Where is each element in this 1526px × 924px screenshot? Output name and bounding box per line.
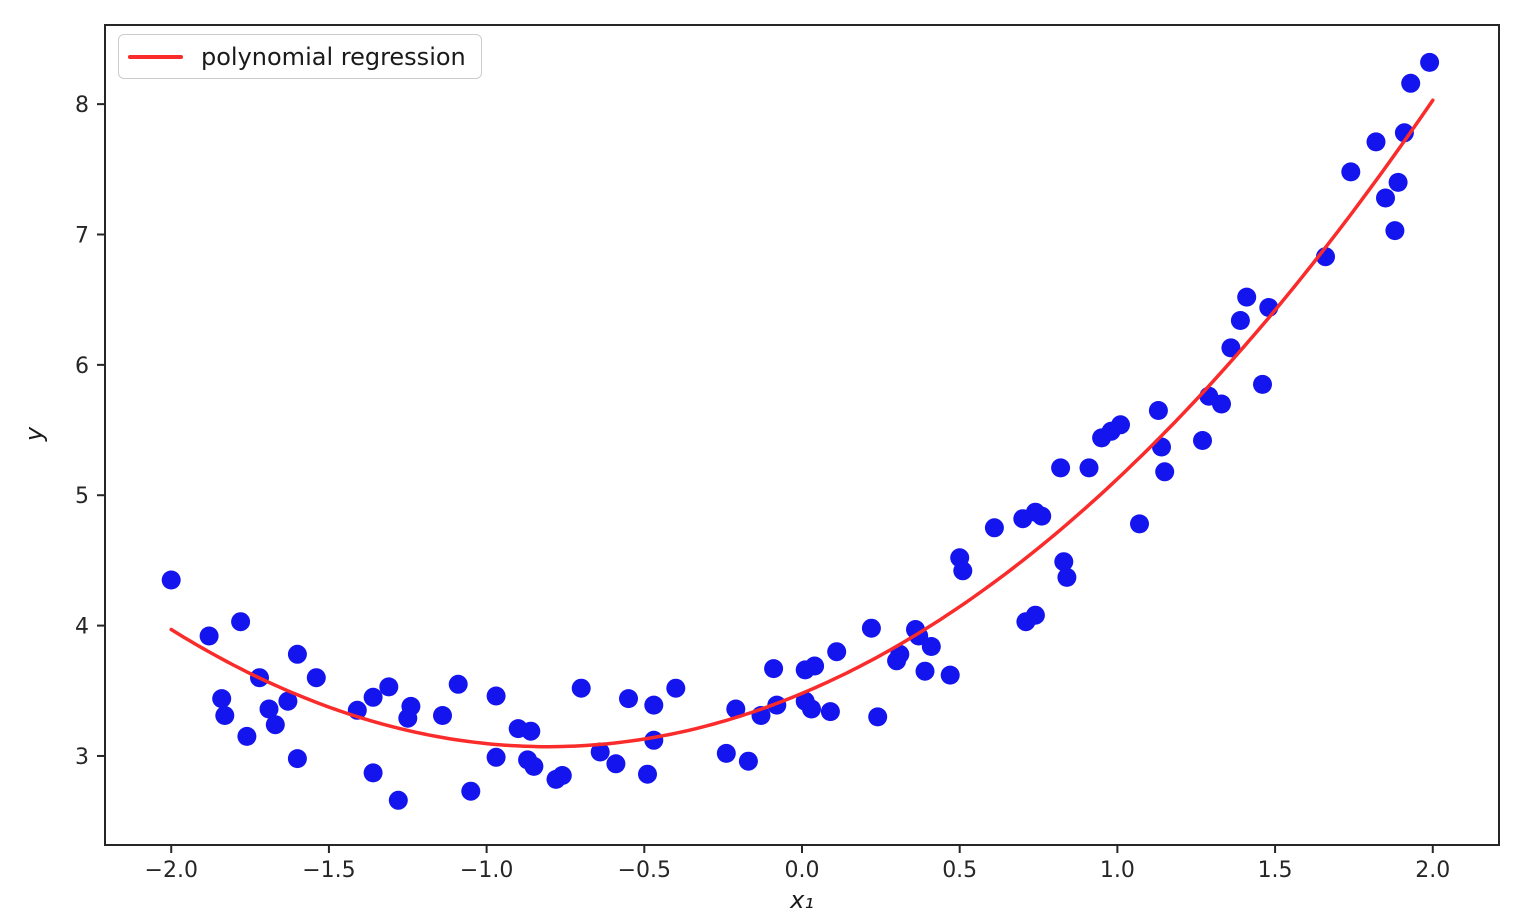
data-point	[161, 570, 181, 590]
x-tick-label: 2.0	[1415, 858, 1450, 883]
data-point	[1148, 401, 1168, 420]
data-point	[953, 561, 973, 581]
legend-label: polynomial regression	[201, 42, 466, 71]
x-tick-label: 0.0	[785, 858, 820, 883]
data-point	[890, 644, 910, 664]
x-tick-label: −2.0	[145, 858, 198, 883]
data-point	[716, 743, 736, 763]
data-point	[921, 637, 941, 656]
data-point	[1193, 431, 1212, 450]
data-point	[1230, 311, 1250, 330]
data-point	[486, 686, 506, 706]
data-point	[486, 747, 506, 767]
data-point	[1079, 458, 1099, 478]
data-point	[1130, 514, 1149, 534]
legend-line-sample	[128, 54, 183, 59]
data-point	[1155, 462, 1175, 482]
data-point	[1032, 506, 1052, 526]
data-point	[1051, 458, 1071, 478]
data-point	[1221, 338, 1241, 358]
y-tick-label: 5	[75, 484, 89, 509]
data-point	[1237, 287, 1257, 307]
data-point	[590, 742, 610, 762]
y-tick-label: 7	[75, 223, 89, 248]
data-point	[1420, 52, 1440, 72]
data-point	[433, 706, 452, 725]
data-point	[363, 687, 383, 707]
data-point	[1388, 172, 1408, 192]
data-point	[619, 689, 638, 709]
x-tick-label: 0.5	[942, 858, 977, 883]
regression-line	[169, 98, 1435, 749]
x-tick-label: 1.5	[1258, 858, 1293, 883]
data-point	[1253, 374, 1272, 394]
data-point	[1212, 394, 1231, 414]
legend: polynomial regression	[118, 34, 482, 79]
data-point	[401, 696, 421, 716]
data-point	[259, 699, 279, 719]
y-tick-label: 6	[75, 354, 89, 379]
data-point	[915, 661, 935, 681]
data-point	[1025, 605, 1045, 625]
data-point	[827, 642, 847, 662]
data-point	[237, 726, 257, 746]
data-point	[461, 781, 481, 801]
data-point	[606, 754, 626, 774]
x-tick-label: −1.5	[302, 858, 355, 883]
y-tick-label: 3	[75, 745, 89, 770]
data-point	[861, 618, 881, 638]
y-tick-label: 8	[75, 93, 89, 118]
data-point	[199, 626, 219, 646]
data-point	[764, 659, 784, 679]
data-point	[1401, 73, 1421, 93]
data-point	[1385, 221, 1405, 241]
x-tick-label: 1.0	[1100, 858, 1135, 883]
data-point	[287, 644, 307, 664]
data-point	[726, 699, 746, 719]
data-point	[802, 699, 821, 719]
data-point	[1376, 188, 1395, 208]
data-point	[306, 668, 326, 688]
x-tick-label: −1.0	[460, 858, 513, 883]
data-point	[638, 764, 657, 784]
axes-frame	[104, 24, 1500, 846]
x-axis-label: x₁	[790, 886, 814, 914]
data-point	[287, 749, 307, 769]
data-point	[820, 702, 840, 722]
data-point	[448, 674, 468, 694]
data-point	[868, 707, 888, 727]
data-point	[1111, 415, 1130, 435]
data-point	[521, 721, 541, 741]
data-point	[552, 766, 572, 785]
data-point	[571, 678, 591, 698]
data-point	[1057, 567, 1077, 587]
data-point	[1341, 162, 1361, 182]
data-point	[666, 678, 686, 698]
data-point	[1366, 132, 1386, 152]
data-point	[363, 763, 383, 783]
data-point	[231, 612, 251, 632]
data-point	[265, 715, 285, 735]
data-point	[278, 691, 298, 711]
data-point	[215, 706, 235, 725]
y-axis-label: y	[20, 426, 48, 442]
data-point	[379, 677, 399, 697]
data-point	[388, 790, 408, 810]
data-point	[524, 756, 544, 776]
data-point	[644, 695, 664, 715]
x-tick-label: −0.5	[618, 858, 671, 883]
data-point	[212, 689, 232, 709]
data-point	[1394, 123, 1414, 143]
data-point	[738, 751, 758, 771]
data-point	[940, 665, 960, 685]
data-point	[984, 518, 1004, 538]
y-tick-label: 4	[75, 615, 89, 640]
data-point	[805, 656, 825, 676]
data-point	[1054, 552, 1074, 572]
